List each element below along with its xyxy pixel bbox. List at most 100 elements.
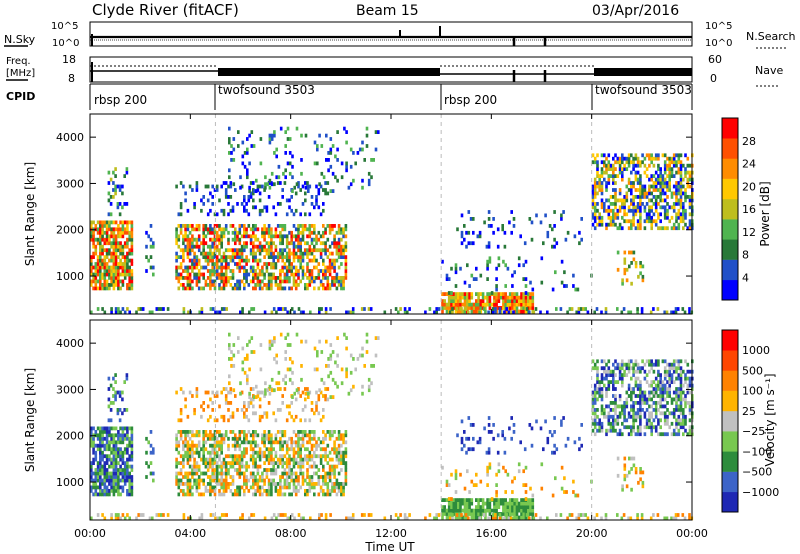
velocity-cell — [200, 471, 203, 476]
velocity-cell — [643, 390, 647, 395]
velocity-cell — [288, 367, 292, 372]
power-cell — [240, 265, 244, 270]
power-cell — [114, 241, 118, 246]
velocity-cell — [560, 486, 564, 491]
power-cell — [263, 205, 266, 210]
power-cell — [101, 227, 104, 232]
velocity-cell — [267, 454, 271, 459]
velocity-cell — [333, 430, 336, 434]
power-cell — [531, 292, 535, 296]
power-cell — [614, 222, 617, 227]
velocity-cell — [614, 394, 617, 398]
velocity-cell — [263, 478, 266, 483]
velocity-cell — [605, 390, 608, 395]
power-cell — [688, 202, 692, 206]
power-cell — [652, 181, 656, 185]
power-cell — [465, 230, 468, 235]
velocity-cell — [108, 489, 111, 493]
velocity-cell — [107, 418, 111, 423]
velocity-cell — [466, 498, 469, 502]
velocity-cell — [306, 468, 309, 472]
power-cell — [612, 177, 615, 182]
velocity-cell — [270, 388, 274, 393]
power-cell — [688, 226, 692, 231]
velocity-cell — [313, 346, 317, 351]
power-cell — [306, 234, 309, 239]
power-cell — [612, 219, 615, 224]
power-cell — [618, 160, 622, 165]
power-cell — [576, 287, 580, 292]
velocity-cell — [441, 465, 444, 470]
velocity-cell — [609, 369, 613, 374]
power-cell — [182, 269, 185, 273]
velocity-cell — [177, 440, 181, 445]
velocity-cell — [188, 450, 192, 455]
velocity-cell — [224, 397, 228, 402]
velocity-cell — [288, 454, 291, 459]
velocity-cell — [310, 401, 314, 405]
power-cell — [220, 265, 223, 270]
velocity-cell — [486, 483, 489, 487]
power-cell — [254, 234, 257, 239]
power-cell — [304, 286, 307, 291]
velocity-cell — [114, 373, 117, 377]
velocity-cell — [270, 457, 273, 462]
velocity-cell — [630, 432, 633, 437]
power-cell — [467, 230, 471, 235]
velocity-cell — [600, 425, 604, 430]
velocity-cell — [508, 508, 512, 513]
velocity-cell — [247, 401, 251, 405]
power-cell — [349, 182, 353, 187]
velocity-cell — [202, 447, 205, 452]
power-cell — [636, 205, 640, 210]
velocity-cell — [666, 373, 669, 377]
velocity-cell — [245, 414, 248, 419]
power-cell — [105, 224, 109, 228]
velocity-cell — [130, 436, 134, 441]
power-cell — [240, 234, 244, 239]
velocity-cell — [110, 457, 113, 462]
power-cell — [531, 287, 535, 292]
power-cell — [103, 262, 107, 266]
power-cell — [675, 226, 678, 231]
velocity-cell — [648, 359, 651, 364]
power-cell — [682, 219, 685, 224]
power-cell — [119, 234, 122, 239]
power-cell — [200, 208, 203, 213]
power-cell — [204, 258, 208, 263]
velocity-cell — [149, 443, 153, 448]
power-cell — [182, 286, 185, 291]
velocity-cell — [563, 476, 566, 481]
velocity-cell — [636, 366, 640, 371]
power-cell — [182, 255, 185, 259]
velocity-cell — [466, 505, 469, 509]
velocity-cell — [250, 336, 254, 340]
velocity-cell — [179, 408, 183, 412]
power-cell — [254, 283, 257, 287]
power-cell — [231, 224, 235, 228]
velocity-cell — [243, 492, 246, 497]
power-cell — [523, 241, 527, 246]
power-cell — [254, 251, 257, 256]
power-cell — [267, 283, 271, 287]
power-cell — [563, 270, 566, 275]
velocity-cell — [524, 505, 528, 509]
power-cell — [182, 234, 185, 239]
velocity-cell — [670, 421, 674, 426]
velocity-cell — [486, 472, 489, 477]
velocity-cell — [524, 490, 528, 494]
power-cell — [99, 237, 102, 242]
velocity-cell — [657, 380, 660, 384]
velocity-cell — [250, 350, 254, 354]
velocity-cell — [130, 443, 134, 448]
power-cell — [272, 258, 275, 263]
velocity-cell — [501, 430, 504, 434]
velocity-cell — [270, 482, 273, 486]
velocity-cell — [114, 461, 118, 465]
power-cell — [255, 189, 258, 193]
power-cell — [477, 302, 480, 307]
velocity-cell — [222, 414, 226, 419]
velocity-cell — [90, 461, 93, 465]
power-cell — [128, 251, 131, 256]
velocity-cell — [99, 478, 102, 483]
